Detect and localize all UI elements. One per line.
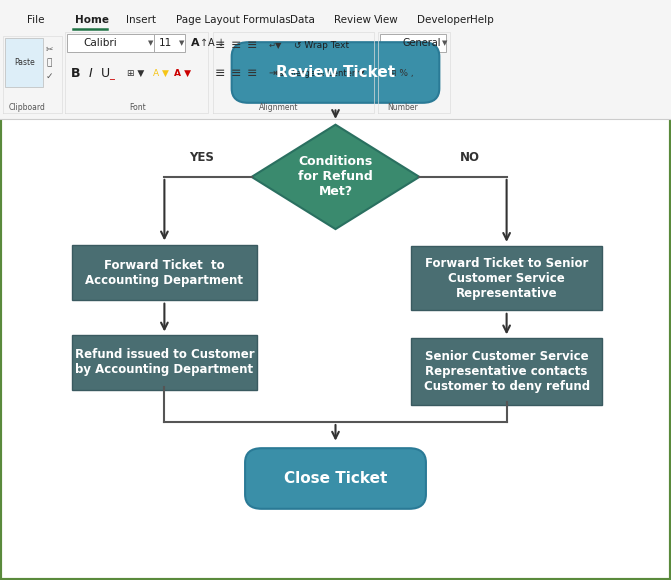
Text: ↑: ↑ [200,38,208,48]
Text: ▼: ▼ [148,40,153,46]
FancyBboxPatch shape [245,448,426,509]
Text: Forward Ticket to Senior
Customer Service
Representative: Forward Ticket to Senior Customer Servic… [425,257,588,300]
Text: ≡: ≡ [231,67,242,79]
Text: Developer: Developer [417,14,471,25]
FancyBboxPatch shape [411,246,603,310]
FancyBboxPatch shape [287,64,369,82]
Text: Clipboard: Clipboard [9,103,45,112]
FancyBboxPatch shape [154,34,185,52]
Text: A ▼: A ▼ [153,68,169,78]
Text: Font: Font [130,103,146,112]
Text: ⊞ Merge & Center ▼: ⊞ Merge & Center ▼ [279,68,365,78]
Text: Senior Customer Service
Representative contacts
Customer to deny refund: Senior Customer Service Representative c… [423,350,590,393]
Text: ↵▼: ↵▼ [268,41,282,50]
Polygon shape [252,125,419,229]
FancyBboxPatch shape [411,338,603,405]
FancyBboxPatch shape [67,34,154,52]
Text: A: A [191,38,199,48]
Text: ⊞ % ,: ⊞ % , [389,68,414,78]
Text: General: General [403,38,441,48]
Text: ↺ Wrap Text: ↺ Wrap Text [294,41,349,50]
Text: NO: NO [460,151,480,164]
Text: Review: Review [334,14,371,25]
Text: Number: Number [387,103,418,112]
Text: Formulas: Formulas [243,14,291,25]
Text: File: File [27,14,44,25]
Text: ⊞ ▼: ⊞ ▼ [127,68,145,78]
Text: YES: YES [189,151,214,164]
Text: _: _ [109,70,114,80]
Text: ✂: ✂ [45,45,53,54]
FancyBboxPatch shape [231,42,440,103]
Text: ✓: ✓ [45,72,53,81]
Text: 11: 11 [158,38,172,48]
Text: Refund issued to Customer
by Accounting Department: Refund issued to Customer by Accounting … [74,349,254,376]
Text: ≡: ≡ [246,67,257,79]
FancyBboxPatch shape [72,335,257,390]
Text: View: View [374,14,399,25]
FancyBboxPatch shape [0,0,671,119]
Text: Conditions
for Refund
Met?: Conditions for Refund Met? [298,155,373,198]
Text: A: A [208,38,215,48]
FancyBboxPatch shape [380,34,446,52]
Text: Alignment: Alignment [259,103,298,112]
Text: ≡: ≡ [246,39,257,52]
Text: Page Layout: Page Layout [176,14,240,25]
Text: ≡: ≡ [231,39,242,52]
Text: A ▼: A ▼ [174,68,191,78]
Text: Forward Ticket  to
Accounting Department: Forward Ticket to Accounting Department [85,259,244,287]
Text: Calibri: Calibri [84,38,117,48]
Text: ≡: ≡ [215,39,225,52]
Text: Insert: Insert [126,14,156,25]
Text: ⇥⇤: ⇥⇤ [268,68,285,78]
Text: Data: Data [290,14,315,25]
Text: B: B [70,67,80,79]
Text: ⧉: ⧉ [46,58,52,67]
Text: Help: Help [470,14,493,25]
Text: ≡: ≡ [215,67,225,79]
Text: Paste: Paste [14,58,34,67]
FancyBboxPatch shape [5,38,43,87]
Text: I: I [89,67,93,79]
Text: Review Ticket: Review Ticket [276,65,395,80]
FancyBboxPatch shape [72,245,257,300]
Text: U: U [101,67,110,79]
Text: ↓: ↓ [217,38,225,48]
Text: Close Ticket: Close Ticket [284,471,387,486]
Text: Home: Home [75,14,109,25]
Text: ▼: ▼ [179,40,185,46]
Text: ▼: ▼ [442,40,448,46]
